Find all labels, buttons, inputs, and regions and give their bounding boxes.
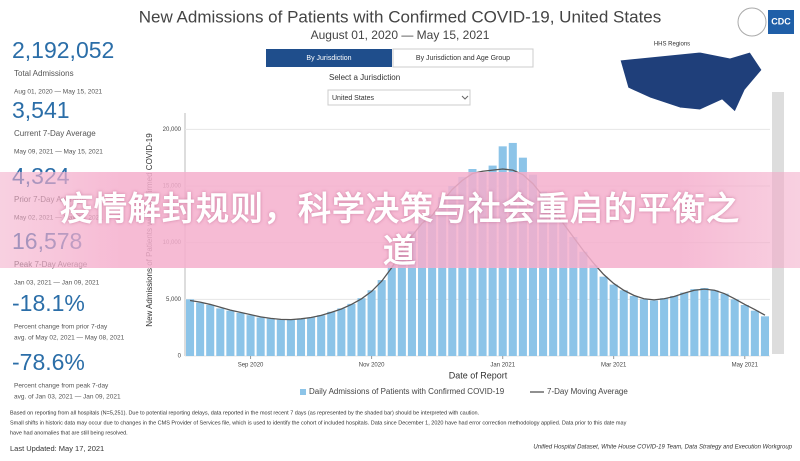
bar bbox=[286, 319, 295, 356]
bar bbox=[589, 265, 598, 356]
bar bbox=[599, 276, 608, 356]
x-tick-label: Mar 2021 bbox=[601, 363, 627, 369]
stat-range: Aug 01, 2020 — May 15, 2021 bbox=[14, 89, 103, 96]
bar bbox=[629, 295, 638, 356]
bar bbox=[367, 290, 376, 356]
bar bbox=[579, 251, 588, 356]
dropdown-arrow bbox=[461, 95, 469, 100]
bar bbox=[569, 237, 578, 356]
tab[interactable]: By Jurisdiction and Age Group bbox=[416, 55, 510, 62]
y-tick-label: 5,000 bbox=[166, 297, 182, 303]
bar bbox=[256, 317, 265, 356]
bar bbox=[660, 298, 669, 356]
y-tick-label: 0 bbox=[178, 354, 182, 360]
bar bbox=[296, 318, 306, 356]
hhs-map bbox=[619, 51, 763, 113]
bar bbox=[387, 265, 396, 356]
bar bbox=[337, 308, 346, 356]
stat-value: 2,192,052 bbox=[12, 37, 114, 63]
bar bbox=[206, 305, 215, 356]
bar bbox=[730, 299, 739, 356]
bar bbox=[438, 197, 447, 356]
bar bbox=[639, 299, 648, 356]
footnote: Based on reporting from all hospitals (N… bbox=[10, 410, 480, 416]
bar bbox=[750, 310, 759, 356]
stat-range: avg. of May 02, 2021 — May 08, 2021 bbox=[14, 335, 125, 342]
banner-band bbox=[0, 172, 800, 268]
bar bbox=[357, 298, 366, 356]
hhs-logo bbox=[737, 7, 767, 37]
legend-label: Daily Admissions of Patients with Confir… bbox=[309, 387, 505, 396]
bar bbox=[710, 290, 719, 356]
bar bbox=[377, 280, 386, 356]
source: Unified Hospital Dataset, White House CO… bbox=[533, 445, 792, 451]
bar bbox=[246, 315, 255, 356]
footnote: have had anomalies that are still being … bbox=[10, 430, 128, 436]
stat-value: -18.1% bbox=[12, 290, 85, 316]
tab[interactable]: By Jurisdiction bbox=[306, 55, 351, 62]
select-label: Select a Jurisdiction bbox=[329, 73, 400, 82]
bar bbox=[216, 308, 225, 356]
stat-label: Percent change from peak 7-day bbox=[14, 383, 109, 390]
stat-range: Jan 03, 2021 — Jan 09, 2021 bbox=[14, 280, 100, 287]
stat-label: Current 7-Day Average bbox=[14, 129, 96, 138]
tab-active[interactable] bbox=[266, 49, 392, 67]
bar bbox=[670, 295, 679, 356]
bar bbox=[428, 214, 437, 356]
bar bbox=[196, 302, 205, 356]
bar bbox=[740, 305, 749, 356]
last-updated: Last Updated: May 17, 2021 bbox=[10, 444, 104, 453]
legend-swatch bbox=[300, 389, 306, 395]
bar bbox=[266, 318, 275, 356]
bar bbox=[690, 289, 699, 356]
y-tick-label: 20,000 bbox=[163, 127, 182, 133]
bar bbox=[317, 315, 326, 356]
bar bbox=[549, 208, 558, 356]
bar bbox=[186, 299, 195, 356]
footnote: Small shifts in historic data may occur … bbox=[10, 420, 627, 426]
bar bbox=[760, 316, 769, 356]
stat-range: avg. of Jan 03, 2021 — Jan 09, 2021 bbox=[14, 394, 121, 401]
stat-value: -78.6% bbox=[12, 349, 85, 375]
x-axis-title: Date of Report bbox=[449, 370, 508, 380]
bar bbox=[417, 220, 427, 356]
bar bbox=[609, 284, 618, 356]
x-tick-label: Sep 2020 bbox=[238, 363, 264, 369]
bar bbox=[539, 191, 548, 356]
banner-text: 疫情解封规则，科学决策与社会重启的平衡之道 bbox=[60, 189, 740, 270]
bar bbox=[407, 231, 416, 356]
x-tick-label: Jan 2021 bbox=[490, 363, 515, 369]
bar bbox=[649, 300, 659, 356]
cdc-logo bbox=[768, 10, 794, 34]
bar bbox=[700, 288, 709, 356]
select-value[interactable]: United States bbox=[332, 95, 375, 102]
bar bbox=[619, 290, 628, 356]
subtitle: August 01, 2020 — May 15, 2021 bbox=[311, 28, 490, 42]
bar bbox=[720, 293, 729, 356]
stat-range: May 09, 2021 — May 15, 2021 bbox=[14, 149, 103, 156]
stat-label: Total Admissions bbox=[14, 69, 74, 78]
title: New Admissions of Patients with Confirme… bbox=[139, 7, 662, 26]
legend-label: 7-Day Moving Average bbox=[547, 387, 628, 396]
bar bbox=[347, 303, 356, 356]
tab-inactive[interactable] bbox=[392, 48, 534, 68]
bar bbox=[559, 222, 568, 356]
bar bbox=[236, 312, 245, 356]
bar bbox=[226, 310, 235, 356]
cdc-text: CDC bbox=[771, 16, 791, 26]
bar bbox=[680, 292, 689, 356]
bar bbox=[307, 317, 316, 356]
bar bbox=[276, 319, 285, 356]
x-tick-label: Nov 2020 bbox=[359, 363, 385, 369]
stat-value: 3,541 bbox=[12, 97, 70, 123]
bar bbox=[397, 248, 406, 356]
stat-label: Percent change from prior 7-day bbox=[14, 324, 108, 331]
map-title: HHS Regions bbox=[654, 42, 690, 48]
x-tick-label: May 2021 bbox=[732, 363, 759, 369]
bar bbox=[448, 186, 457, 356]
select[interactable] bbox=[327, 89, 471, 106]
bar bbox=[327, 311, 336, 356]
